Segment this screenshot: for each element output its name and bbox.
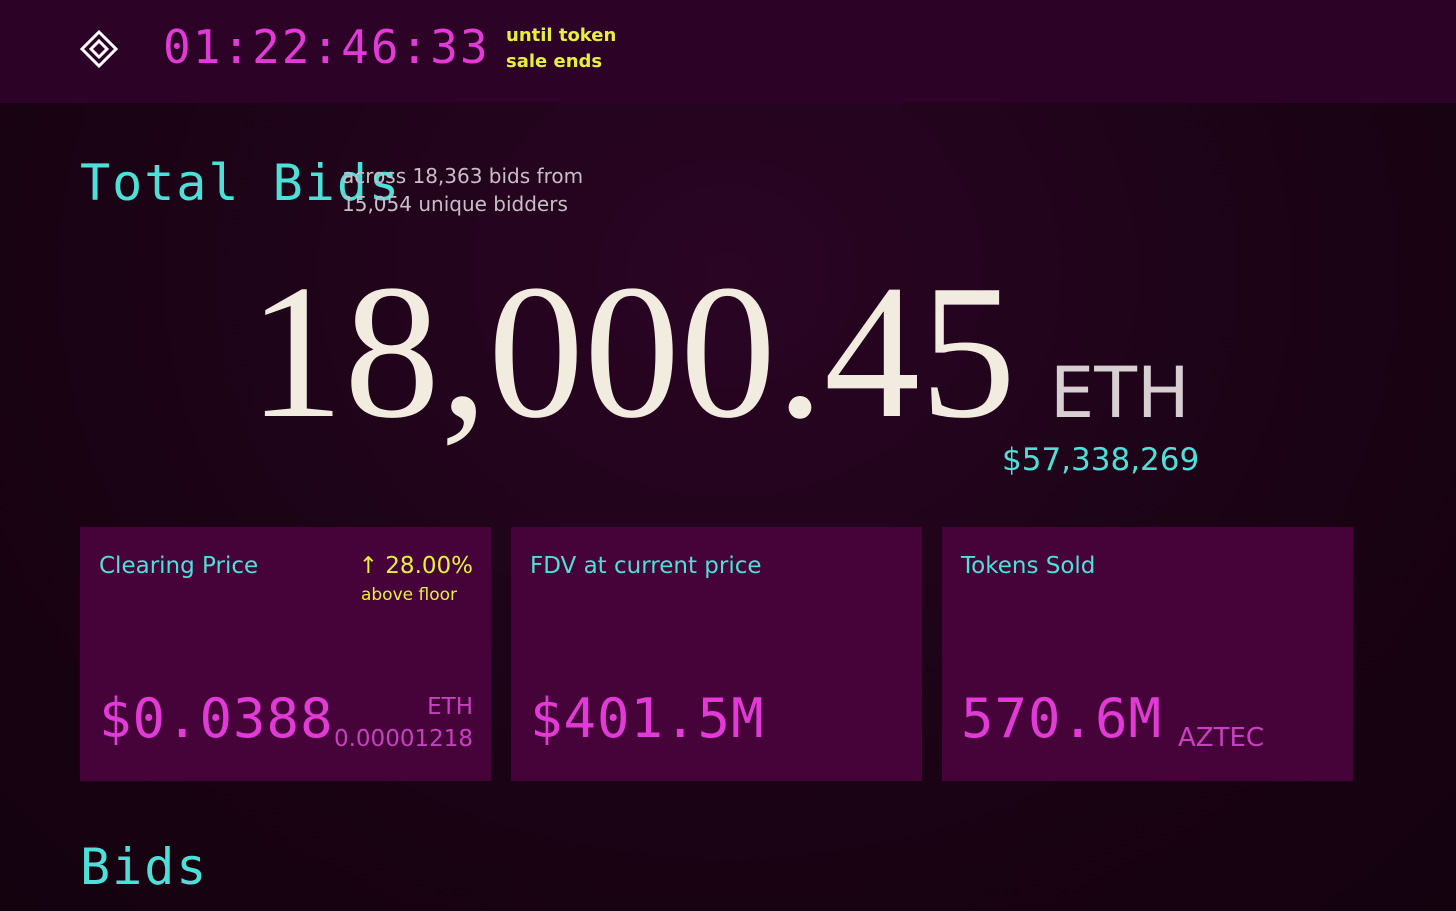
token-unit: AZTEC (1178, 723, 1265, 753)
card-title: Tokens Sold (961, 553, 1096, 579)
price-change-label: above floor (360, 585, 457, 605)
section-title: Total Bids (80, 154, 402, 212)
logo[interactable] (80, 30, 118, 68)
card-title: Clearing Price (99, 553, 259, 579)
countdown-label: until token sale ends (506, 25, 617, 72)
stat-card: FDV at current price $401.5M (511, 527, 922, 781)
card-value: 570.6M (961, 687, 1163, 750)
top-bar: 01:22:46:33 until token sale ends (0, 0, 1456, 103)
secondary-value: ETH 0.00001218 (334, 691, 473, 755)
bids-summary: across 18,363 bids from 15,054 unique bi… (342, 164, 584, 216)
secondary-amount: 0.00001218 (333, 726, 473, 752)
card-value: $0.0388 (99, 687, 334, 750)
total-amount: 18,000.45 (248, 245, 1016, 458)
countdown: 01:22:46:33 (163, 20, 490, 74)
secondary-unit: ETH (427, 694, 473, 720)
stat-card: Clearing Price ↑ 28.00% above floor $0.0… (80, 527, 491, 781)
card-value: $401.5M (530, 687, 765, 750)
amount-unit: ETH (1050, 352, 1190, 434)
price-change: ↑ 28.00% (358, 553, 473, 579)
stat-card: Tokens Sold 570.6M AZTEC (942, 527, 1353, 781)
section-title: Bids (80, 838, 209, 896)
card-title: FDV at current price (530, 553, 762, 579)
usd-value: $57,338,269 (1002, 442, 1200, 478)
